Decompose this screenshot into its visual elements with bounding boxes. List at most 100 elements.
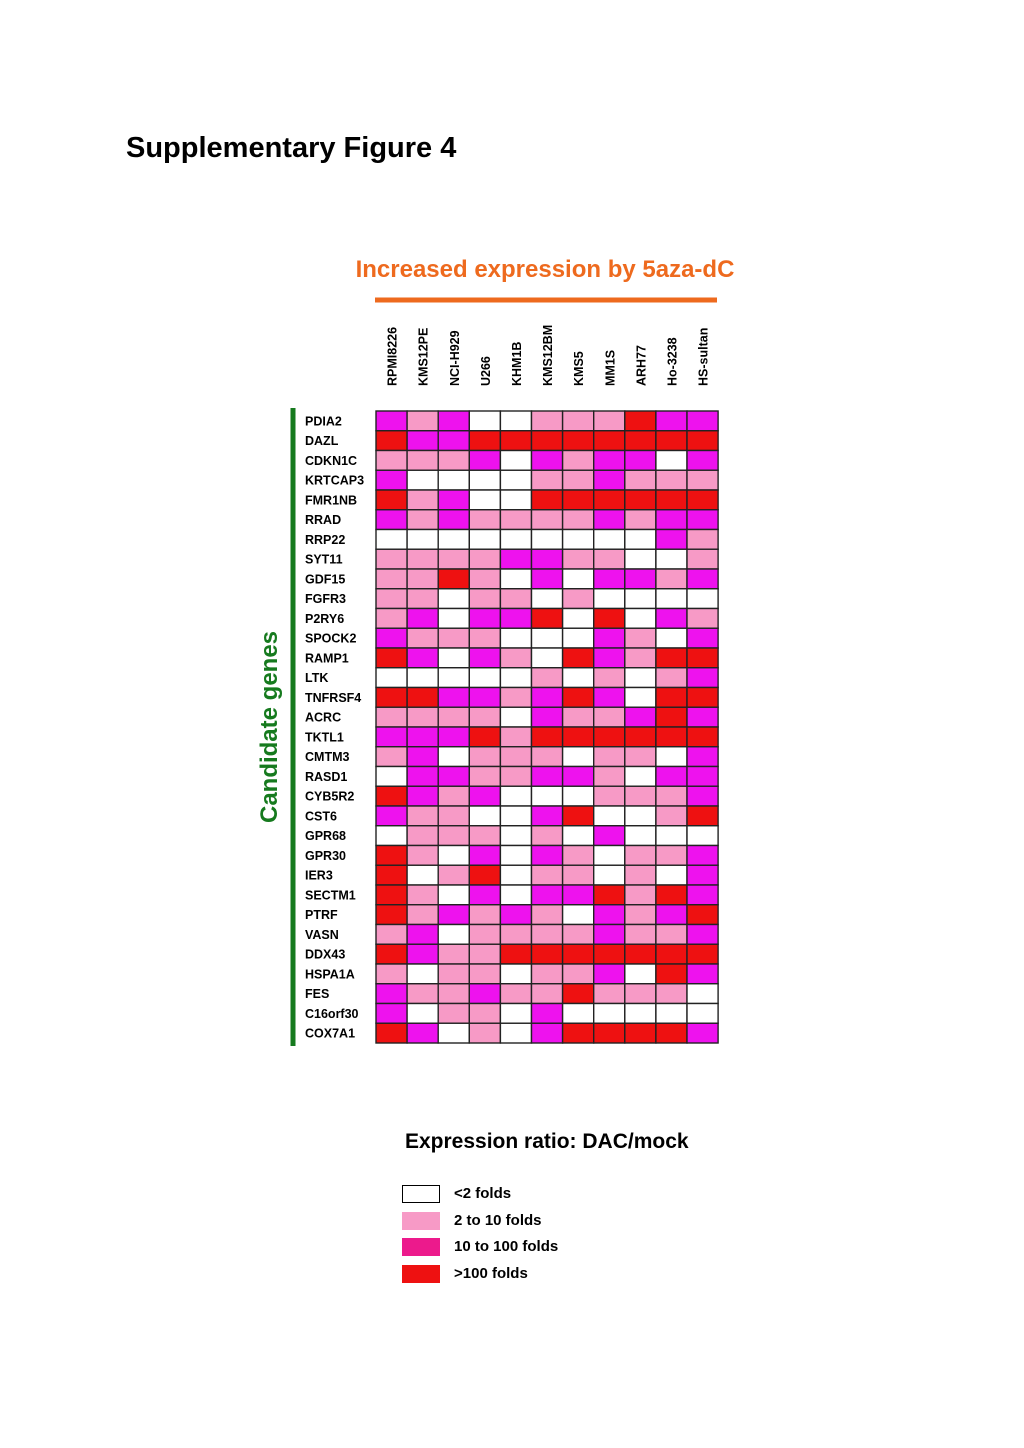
heatmap-cell	[593, 449, 626, 471]
heatmap-cell	[655, 627, 688, 649]
heatmap-cell	[375, 588, 408, 610]
heatmap-cell	[375, 884, 408, 906]
heatmap-cell	[406, 904, 439, 926]
heatmap-cell	[375, 844, 408, 866]
heatmap-cell	[468, 607, 502, 629]
heatmap-cell	[686, 686, 719, 708]
heatmap-cell	[437, 607, 471, 629]
heatmap-cell	[561, 568, 595, 590]
row-group-title: Candidate genes	[256, 631, 283, 823]
heatmap-cell	[530, 864, 564, 886]
heatmap-cell	[561, 726, 595, 748]
heatmap-cell	[499, 706, 533, 728]
heatmap-cell	[624, 1002, 657, 1024]
heatmap-cell	[406, 983, 439, 1005]
legend-label: <2 folds	[454, 1185, 512, 1202]
heatmap-cell	[624, 588, 657, 610]
heatmap-cell	[686, 667, 719, 689]
heatmap-cell	[406, 825, 439, 847]
column-label: ARH77	[634, 345, 648, 386]
legend-label: 10 to 100 folds	[454, 1238, 559, 1255]
heatmap-cell	[593, 1022, 626, 1044]
heatmap-cell	[406, 884, 439, 906]
heatmap-cell	[499, 904, 533, 926]
heatmap-cell	[530, 548, 564, 570]
row-label: HSPA1A	[305, 967, 355, 981]
column-group-title: Increased expression by 5aza-dC	[356, 256, 735, 283]
heatmap-cell	[561, 765, 595, 787]
heatmap-cell	[406, 1022, 439, 1044]
heatmap-cell	[561, 627, 595, 649]
heatmap-cell	[655, 746, 688, 768]
heatmap-cell	[437, 726, 471, 748]
heatmap-cell	[593, 410, 626, 432]
heatmap-cell	[624, 469, 657, 491]
heatmap-cell	[561, 469, 595, 491]
heatmap-cell	[406, 686, 439, 708]
heatmap-cell	[437, 469, 471, 491]
heatmap-cell	[499, 805, 533, 827]
heatmap-cell	[499, 509, 533, 531]
heatmap-cell	[593, 647, 626, 669]
heatmap-cell	[593, 765, 626, 787]
heatmap-cell	[593, 528, 626, 550]
heatmap-cell	[437, 844, 471, 866]
legend-label: 2 to 10 folds	[454, 1211, 542, 1229]
heatmap-cell	[406, 568, 439, 590]
heatmap-cell	[561, 410, 595, 432]
heatmap-cell	[686, 746, 719, 768]
heatmap-cell	[686, 548, 719, 570]
column-label: KHM1B	[510, 342, 524, 386]
heatmap-cell	[468, 726, 502, 748]
heatmap-cell	[686, 765, 719, 787]
heatmap-cell	[468, 904, 502, 926]
heatmap-cell	[406, 963, 439, 985]
row-label: P2RY6	[305, 612, 344, 626]
heatmap-cell	[655, 785, 688, 807]
heatmap-cell	[468, 825, 502, 847]
column-label: MM1S	[603, 350, 617, 386]
heatmap-cell	[686, 489, 719, 511]
heatmap-cell	[561, 706, 595, 728]
row-label: SYT11	[305, 553, 343, 567]
heatmap-cell	[375, 528, 408, 550]
heatmap-cell	[375, 825, 408, 847]
heatmap-cell	[593, 548, 626, 570]
heatmap-cell	[686, 825, 719, 847]
heatmap-cell	[499, 489, 533, 511]
heatmap-cell	[686, 983, 719, 1005]
heatmap-cell	[468, 489, 502, 511]
heatmap-cell	[655, 963, 688, 985]
heatmap-cell	[375, 983, 408, 1005]
heatmap-cell	[593, 805, 626, 827]
heatmap-cell	[655, 469, 688, 491]
heatmap-cell	[406, 923, 439, 945]
heatmap-cell	[561, 686, 595, 708]
column-label: NCI-H929	[448, 330, 462, 386]
heatmap-cell	[530, 528, 564, 550]
heatmap-cell	[375, 864, 408, 886]
heatmap-cell	[468, 410, 502, 432]
heatmap-cell	[437, 568, 471, 590]
column-label: KMS5	[572, 351, 586, 386]
heatmap-cell	[530, 1022, 564, 1044]
heatmap-cell	[375, 548, 408, 570]
row-label: SPOCK2	[305, 632, 356, 646]
heatmap-cell	[530, 686, 564, 708]
heatmap-cell	[375, 489, 408, 511]
heatmap-cell	[468, 1002, 502, 1024]
heatmap-cell	[375, 627, 408, 649]
heatmap-cell	[468, 805, 502, 827]
heatmap-cell	[530, 963, 564, 985]
heatmap-cell	[655, 923, 688, 945]
heatmap-cell	[624, 825, 657, 847]
heatmap-cell	[499, 746, 533, 768]
heatmap-cell	[686, 607, 719, 629]
heatmap-cell	[530, 765, 564, 787]
heatmap-cell	[437, 686, 471, 708]
row-label: RAMP1	[305, 651, 349, 665]
heatmap-cell	[406, 509, 439, 531]
heatmap-cell	[593, 983, 626, 1005]
heatmap-cell	[406, 528, 439, 550]
heatmap-cell	[468, 963, 502, 985]
